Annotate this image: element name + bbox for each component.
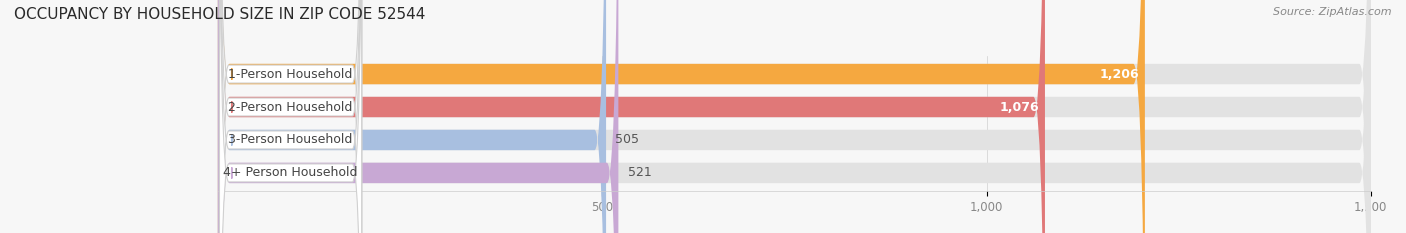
Text: 2-Person Household: 2-Person Household bbox=[228, 100, 353, 113]
FancyBboxPatch shape bbox=[219, 0, 361, 233]
FancyBboxPatch shape bbox=[219, 0, 361, 233]
Text: 505: 505 bbox=[616, 134, 640, 147]
FancyBboxPatch shape bbox=[218, 0, 1144, 233]
Text: 3-Person Household: 3-Person Household bbox=[228, 134, 353, 147]
Text: 1,206: 1,206 bbox=[1099, 68, 1139, 81]
FancyBboxPatch shape bbox=[219, 0, 361, 233]
FancyBboxPatch shape bbox=[219, 0, 361, 233]
Text: OCCUPANCY BY HOUSEHOLD SIZE IN ZIP CODE 52544: OCCUPANCY BY HOUSEHOLD SIZE IN ZIP CODE … bbox=[14, 7, 426, 22]
FancyBboxPatch shape bbox=[218, 0, 1371, 233]
Text: Source: ZipAtlas.com: Source: ZipAtlas.com bbox=[1274, 7, 1392, 17]
Text: 1,076: 1,076 bbox=[1000, 100, 1039, 113]
Text: 1-Person Household: 1-Person Household bbox=[228, 68, 353, 81]
FancyBboxPatch shape bbox=[218, 0, 606, 233]
Text: 521: 521 bbox=[627, 166, 651, 179]
FancyBboxPatch shape bbox=[218, 0, 1045, 233]
FancyBboxPatch shape bbox=[218, 0, 1371, 233]
FancyBboxPatch shape bbox=[218, 0, 1371, 233]
Text: 4+ Person Household: 4+ Person Household bbox=[224, 166, 357, 179]
FancyBboxPatch shape bbox=[218, 0, 1371, 233]
FancyBboxPatch shape bbox=[218, 0, 619, 233]
